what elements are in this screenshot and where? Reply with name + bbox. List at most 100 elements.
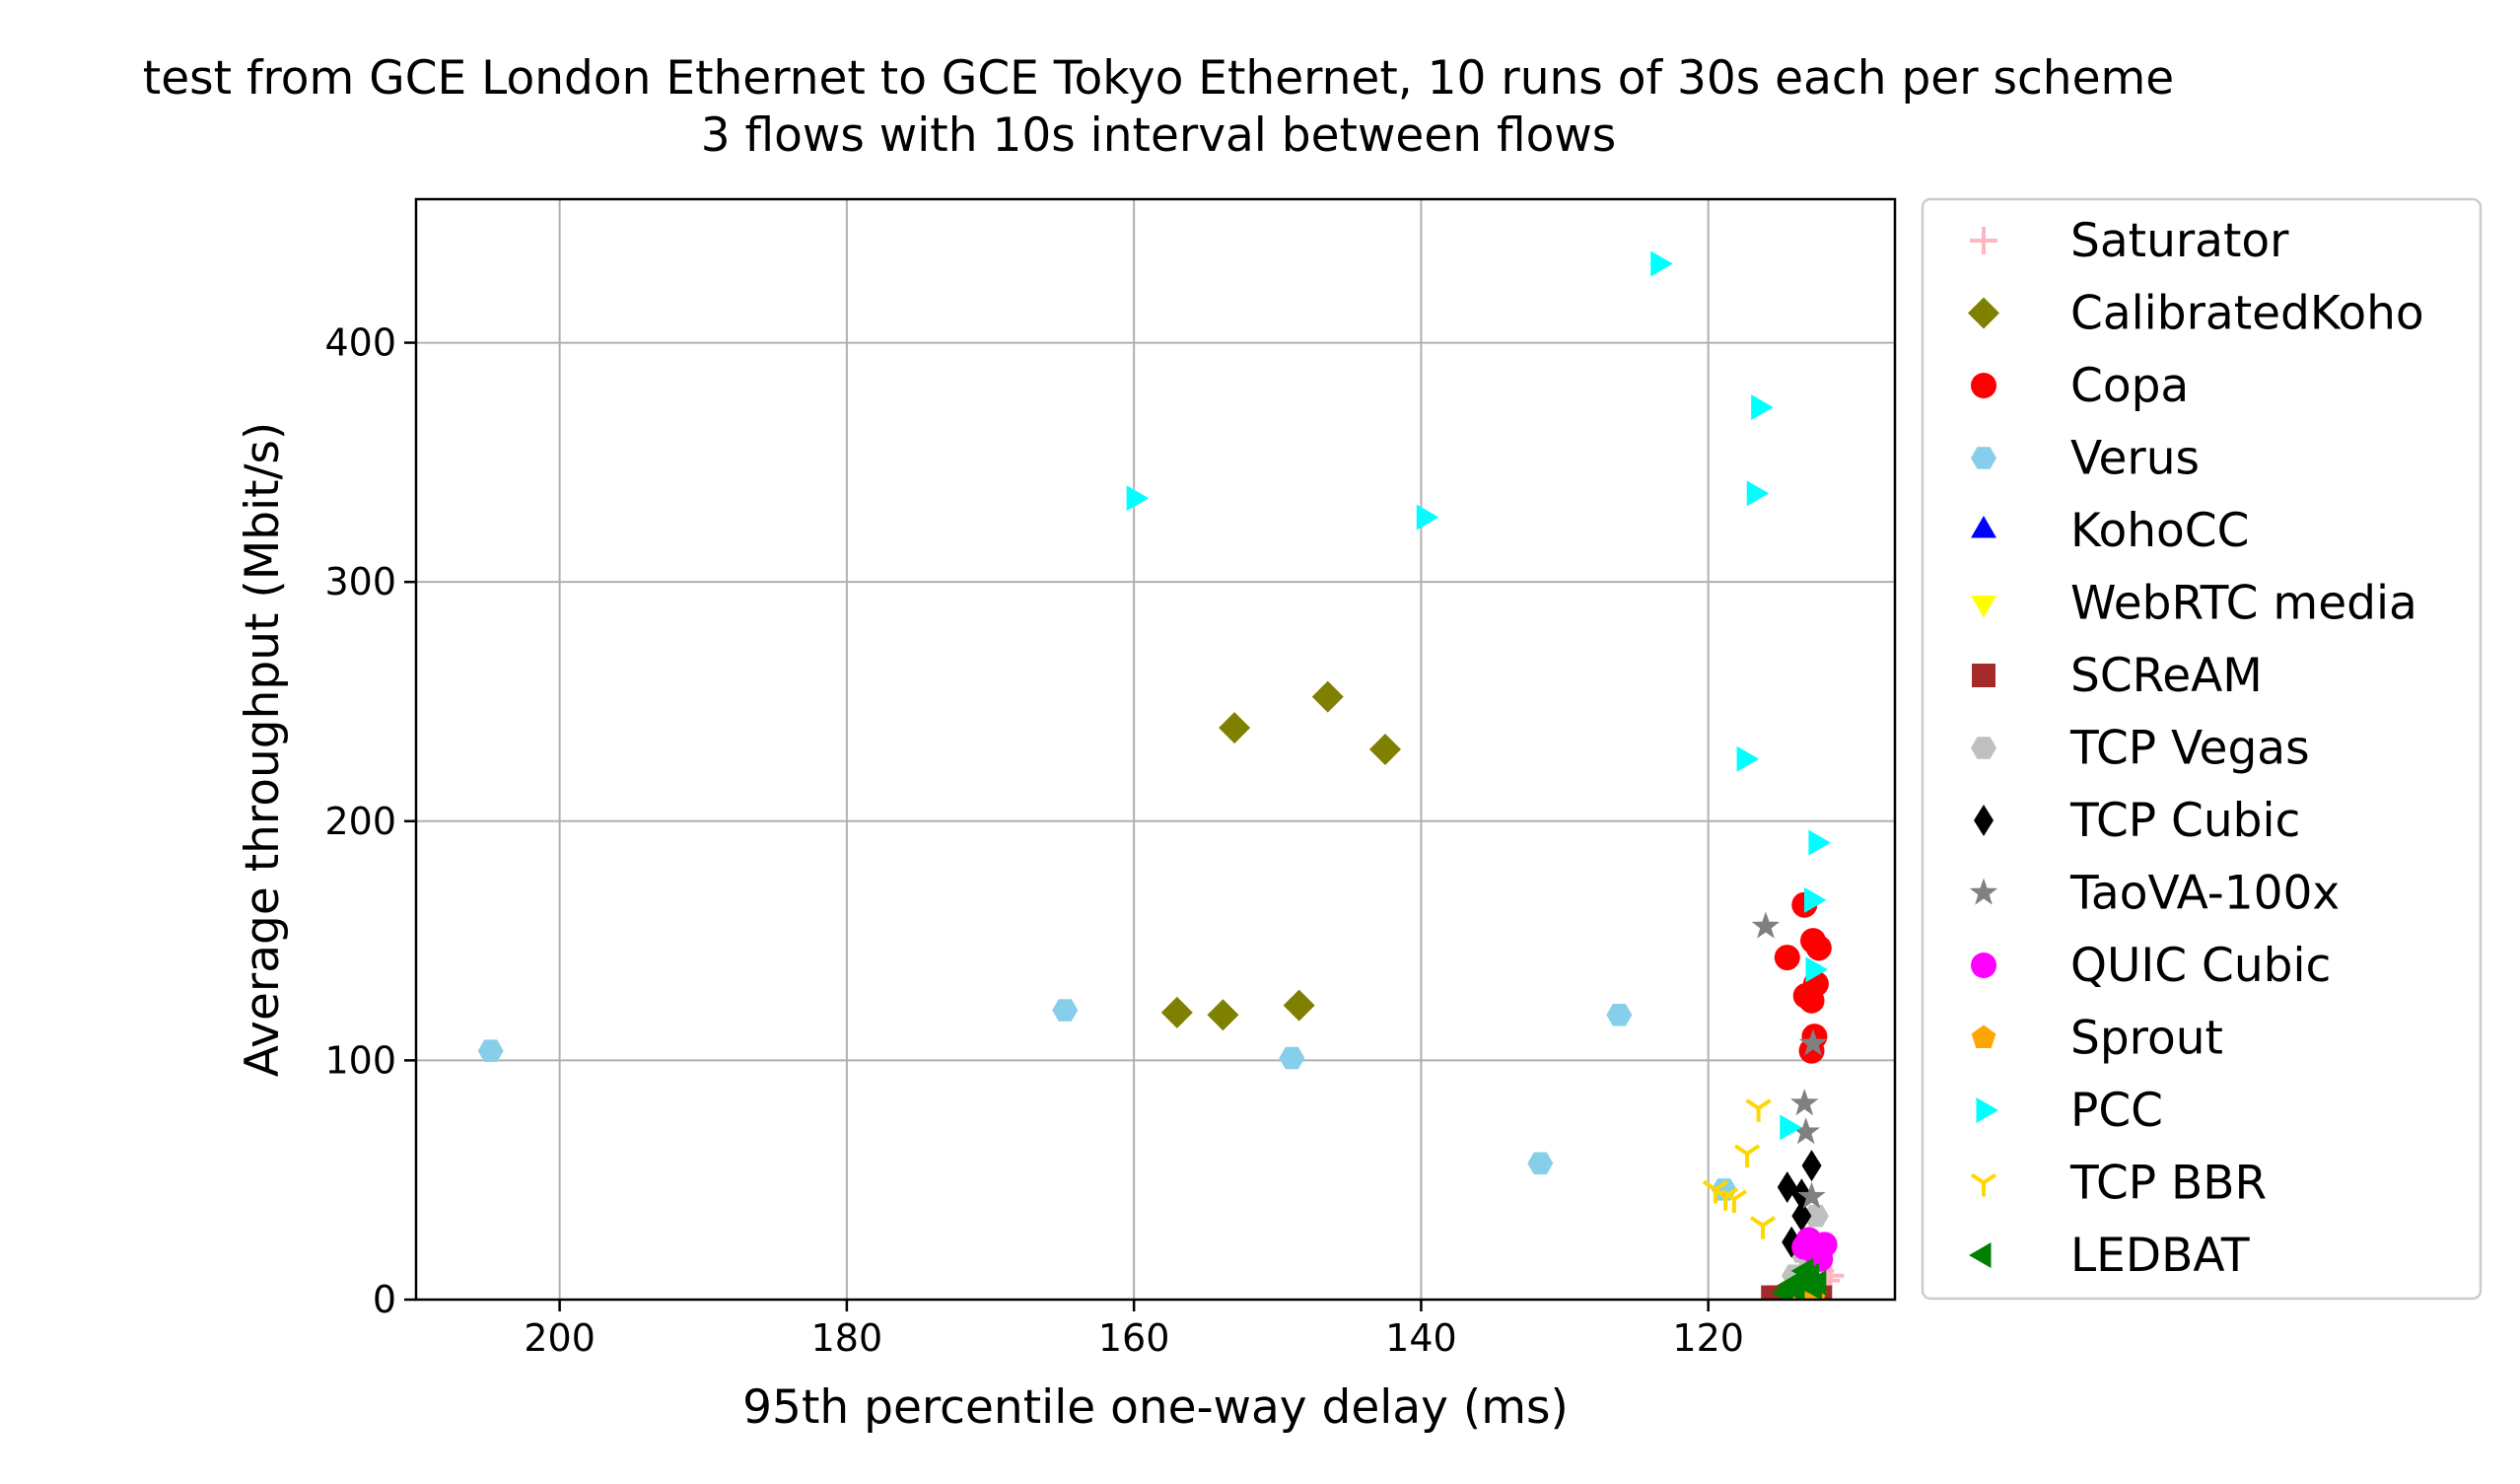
data-point-pcc	[1736, 745, 1760, 772]
data-point-taova-100x	[1751, 911, 1781, 939]
data-point-verus	[1606, 1004, 1633, 1026]
legend-marker-sprout	[1971, 1025, 1996, 1049]
legend-label: QUIC Cubic	[2070, 939, 2331, 993]
plot-area	[477, 250, 1845, 1300]
legend-label: Copa	[2070, 359, 2189, 413]
x-tick-label: 140	[1385, 1316, 1457, 1360]
data-point-tcp-bbr	[1733, 1144, 1761, 1168]
legend-entry-verus: Verus	[1971, 432, 2200, 486]
data-point-taova-100x	[1789, 1089, 1819, 1116]
legend-label: PCC	[2070, 1084, 2163, 1138]
data-point-calibratedkoho	[1283, 989, 1315, 1022]
y-tick-label: 200	[324, 800, 396, 843]
legend-entry-calibratedkoho: CalibratedKoho	[1968, 287, 2424, 341]
data-point-taova-100x	[1798, 1028, 1828, 1056]
legend-marker-tcp-bbr	[1970, 1172, 1997, 1197]
legend-label: LEDBAT	[2070, 1229, 2250, 1283]
data-point-calibratedkoho	[1311, 680, 1344, 713]
legend-marker-kohocc	[1971, 516, 1996, 538]
legend-marker-saturator	[1970, 227, 1997, 254]
data-point-calibratedkoho	[1160, 996, 1193, 1028]
legend-label: Sprout	[2070, 1012, 2223, 1066]
data-point-copa	[1798, 987, 1825, 1014]
y-tick-label: 100	[324, 1038, 396, 1082]
y-tick-label: 400	[324, 321, 396, 365]
data-point-ledbat	[1799, 1274, 1822, 1300]
data-point-pcc	[1805, 956, 1828, 983]
legend-entry-kohocc: KohoCC	[1971, 504, 2249, 558]
data-points	[477, 250, 1845, 1300]
legend-marker-tcp-cubic	[1974, 805, 1994, 836]
series-quic-cubic	[1791, 1227, 1838, 1272]
data-point-copa	[1774, 945, 1800, 971]
legend-entry-tcp-cubic: TCP Cubic	[1974, 794, 2300, 848]
data-point-ledbat	[1790, 1257, 1814, 1284]
data-point-pcc	[1126, 485, 1150, 512]
data-point-tcp-cubic	[1791, 1200, 1812, 1233]
data-point-calibratedkoho	[1219, 712, 1251, 744]
legend-marker-calibratedkoho	[1968, 297, 1999, 329]
legend-entry-saturator: Saturator	[1970, 214, 2289, 268]
legend-label: TCP Cubic	[2069, 794, 2300, 848]
data-point-verus	[1527, 1152, 1554, 1174]
x-tick-label: 120	[1672, 1316, 1744, 1360]
legend-entry-scream: SCReAM	[1972, 649, 2263, 703]
data-point-taova-100x	[1791, 1117, 1820, 1145]
series-ledbat	[1771, 1257, 1827, 1300]
data-point-tcp-vegas	[1802, 1204, 1829, 1228]
y-tick-label: 300	[324, 560, 396, 603]
legend-marker-ledbat	[1969, 1242, 1992, 1268]
x-tick-label: 180	[811, 1316, 883, 1360]
legend-entry-webrtc-media: WebRTC media	[1971, 577, 2417, 631]
data-point-pcc	[1650, 250, 1673, 277]
data-point-tcp-bbr	[1745, 1098, 1772, 1122]
data-point-pcc	[1804, 886, 1827, 913]
data-point-pcc	[1746, 480, 1770, 507]
legend-entry-taova-100x: TaoVA-100x	[1969, 867, 2340, 921]
y-axis-ticks: 0 100 200 300 400	[324, 321, 416, 1321]
data-point-tcp-bbr	[1720, 1189, 1747, 1214]
legend-entries: Saturator CalibratedKoho Copa Verus KohoCC We…	[1968, 214, 2424, 1283]
legend-marker-quic-cubic	[1971, 953, 1996, 978]
data-point-calibratedkoho	[1207, 999, 1239, 1031]
data-point-pcc	[1751, 394, 1774, 421]
data-point-verus	[1052, 999, 1079, 1022]
legend-label: CalibratedKoho	[2070, 287, 2424, 341]
legend-entry-quic-cubic: QUIC Cubic	[1971, 939, 2331, 993]
chart-subtitle: 3 flows with 10s interval between flows	[701, 108, 1617, 163]
legend-label: Saturator	[2070, 214, 2289, 268]
data-point-verus	[477, 1039, 504, 1062]
legend-entry-copa: Copa	[1971, 359, 2189, 413]
legend-entry-sprout: Sprout	[1971, 1012, 2223, 1066]
series-pcc	[1126, 250, 1831, 1141]
legend: Saturator CalibratedKoho Copa Verus KohoCC We…	[1921, 197, 2483, 1301]
data-point-tcp-cubic	[1801, 1150, 1822, 1182]
legend-marker-pcc	[1976, 1097, 1998, 1123]
legend-marker-taova-100x	[1969, 878, 1998, 905]
series-taova-100x	[1751, 911, 1828, 1209]
x-axis-ticks: 200 180 160 140 120	[524, 1300, 1744, 1360]
legend-label: SCReAM	[2070, 649, 2263, 703]
x-tick-label: 160	[1098, 1316, 1170, 1360]
plot-frame	[414, 197, 1897, 1302]
legend-marker-webrtc-media	[1971, 596, 1996, 618]
data-point-tcp-cubic	[1777, 1170, 1797, 1203]
legend-box	[1921, 197, 2483, 1301]
data-point-verus	[1279, 1046, 1305, 1070]
data-point-ledbat	[1782, 1277, 1805, 1300]
legend-entry-tcp-bbr: TCP BBR	[1970, 1157, 2267, 1211]
legend-marker-tcp-vegas	[1971, 737, 1996, 759]
legend-marker-copa	[1971, 373, 1996, 398]
data-point-calibratedkoho	[1369, 734, 1402, 765]
legend-marker-scream	[1972, 664, 1995, 687]
y-axis-label: Average throughput (Mbit/s)	[236, 422, 290, 1077]
legend-label: KohoCC	[2070, 504, 2249, 558]
legend-marker-verus	[1971, 447, 1996, 469]
chart-title: test from GCE London Ethernet to GCE Tok…	[143, 51, 2174, 106]
y-tick-label: 0	[373, 1278, 396, 1321]
legend-label: WebRTC media	[2070, 577, 2417, 631]
legend-label: Verus	[2070, 432, 2200, 486]
legend-label: TCP BBR	[2069, 1157, 2267, 1211]
legend-entry-tcp-vegas: TCP Vegas	[1971, 722, 2310, 776]
